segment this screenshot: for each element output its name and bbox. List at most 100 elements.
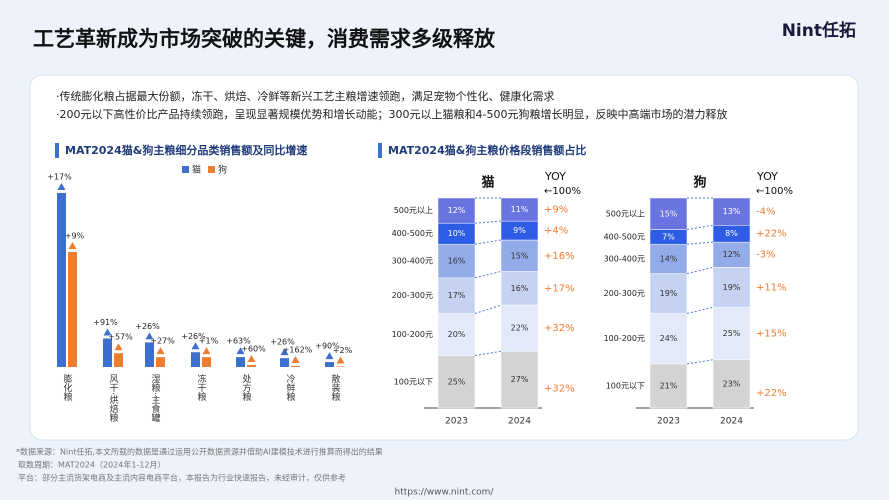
- bar-segment: [500, 304, 539, 352]
- growth-marker: [202, 347, 211, 355]
- section-marker: [378, 143, 382, 158]
- value-label: 16%: [448, 257, 466, 266]
- connector: [686, 266, 714, 275]
- value-label: 15%: [660, 209, 678, 218]
- x-tick-label: 冷鲜粮: [285, 373, 296, 402]
- legend-swatch: [182, 166, 189, 173]
- growth-label: +57%: [108, 333, 133, 342]
- value-label: 10%: [448, 229, 466, 238]
- price-band-label: 400-500元: [392, 229, 433, 238]
- growth-label: +26%: [270, 338, 295, 347]
- connector: [474, 304, 502, 314]
- footer-url: https://www.nint.com/: [395, 488, 495, 498]
- bar: [236, 357, 245, 367]
- yoy-base: ←100%: [544, 186, 581, 197]
- yoy-header: YOY: [544, 170, 566, 183]
- legend-label: 猫: [192, 164, 201, 176]
- legend-label: 狗: [218, 164, 227, 176]
- bar: [68, 251, 77, 367]
- growth-label: +2%: [333, 346, 353, 355]
- price-band-label: 100-200元: [392, 330, 433, 339]
- growth-label: +26%: [135, 322, 160, 331]
- yoy-label: +22%: [756, 388, 787, 399]
- growth-marker: [68, 241, 77, 249]
- x-tick-label: 2023: [445, 417, 468, 427]
- yoy-label: +32%: [544, 384, 575, 395]
- value-label: 20%: [448, 330, 466, 339]
- bar: [202, 357, 211, 367]
- bar-segment: [500, 271, 539, 306]
- connector: [474, 239, 502, 245]
- connector: [474, 271, 502, 279]
- x-tick-label: 2024: [508, 417, 531, 427]
- bar-segment: [649, 273, 688, 314]
- value-label: 14%: [660, 254, 678, 263]
- value-label: 24%: [660, 334, 678, 343]
- growth-marker: [236, 347, 245, 355]
- value-label: 22%: [511, 324, 529, 333]
- growth-label: +63%: [226, 337, 251, 346]
- bar: [291, 366, 300, 367]
- bar-segment: [712, 267, 751, 308]
- bar: [103, 338, 112, 367]
- yoy-header: YOY: [756, 170, 778, 183]
- growth-marker: [336, 356, 345, 364]
- footer-note: *数据来源：Nint任拓,本文所载的数据是通过运用公开数据资源并借助AI建模技术…: [16, 447, 383, 457]
- x-tick-label: 湿粮·主食罐: [150, 374, 161, 423]
- panel-title: 猫: [481, 175, 494, 191]
- growth-label: +27%: [150, 337, 175, 346]
- bar-segment: [712, 241, 751, 268]
- bar-segment: [500, 239, 539, 272]
- yoy-label: +9%: [544, 205, 568, 216]
- value-label: 15%: [511, 251, 529, 260]
- bar: [156, 357, 165, 367]
- value-label: 7%: [662, 232, 675, 241]
- bar-segment: [437, 277, 476, 314]
- connector: [474, 350, 502, 356]
- value-label: 8%: [725, 229, 738, 238]
- value-label: 16%: [511, 284, 529, 293]
- x-tick-label: 2024: [720, 417, 743, 427]
- growth-label: +1%: [199, 337, 219, 346]
- bar-segment: [649, 313, 688, 365]
- growth-marker: [145, 332, 154, 340]
- yoy-label: +17%: [544, 283, 575, 294]
- connector: [686, 224, 714, 230]
- section-marker: [55, 143, 59, 158]
- growth-label: +90%: [315, 342, 340, 351]
- value-label: 25%: [448, 377, 466, 386]
- growth-marker: [291, 356, 300, 364]
- price-band-label: 300-400元: [392, 257, 433, 266]
- value-label: 11%: [511, 205, 529, 214]
- yoy-label: +16%: [544, 251, 575, 262]
- value-label: 19%: [723, 283, 741, 292]
- bar: [57, 192, 66, 367]
- x-tick-label: 膨化粮: [62, 373, 73, 402]
- value-label: 19%: [660, 289, 678, 298]
- x-tick-label: 冻干粮: [196, 373, 207, 402]
- growth-label: +26%: [181, 332, 206, 341]
- price-band-label: 200-300元: [604, 289, 645, 298]
- growth-marker: [57, 182, 66, 190]
- bar-segment: [500, 197, 539, 222]
- bar: [247, 365, 256, 367]
- growth-marker: [114, 343, 123, 351]
- bar-segment: [649, 363, 688, 409]
- growth-label: +17%: [47, 172, 72, 181]
- value-label: 27%: [511, 375, 529, 384]
- price-band-label: 500元以上: [606, 209, 645, 218]
- growth-marker: [325, 352, 334, 360]
- value-label: 13%: [723, 207, 741, 216]
- legend-swatch: [208, 166, 215, 173]
- price-band-label: 500元以上: [394, 206, 433, 215]
- yoy-label: +22%: [756, 229, 787, 240]
- bar-segment: [649, 197, 688, 230]
- value-label: 23%: [723, 379, 741, 388]
- connector: [474, 220, 502, 224]
- yoy-label: +32%: [544, 323, 575, 334]
- x-tick-label: 风干·烘焙粮: [108, 374, 119, 423]
- connector: [686, 241, 714, 245]
- section-title: MAT2024猫&狗主粮价格段销售额占比: [388, 143, 586, 157]
- value-label: 21%: [660, 381, 678, 390]
- value-label: 12%: [448, 206, 466, 215]
